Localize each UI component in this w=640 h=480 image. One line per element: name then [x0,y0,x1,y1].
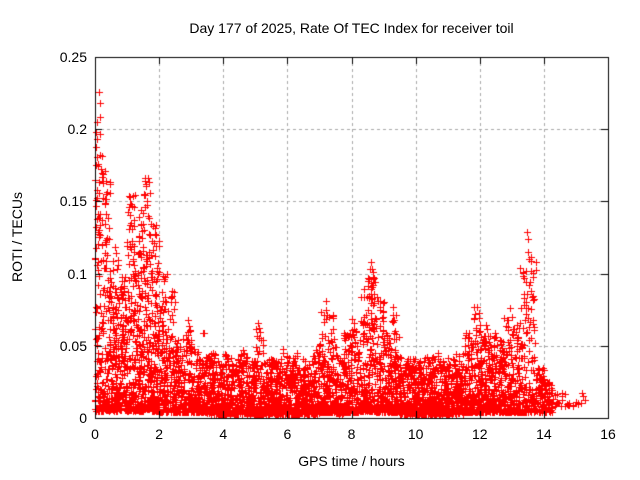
x-axis-label: GPS time / hours [298,453,405,469]
y-tick-label: 0.1 [67,265,87,282]
chart-title: Day 177 of 2025, Rate Of TEC Index for r… [189,20,514,36]
x-tick-label: 0 [91,426,99,442]
y-tick-label: 0 [79,410,87,426]
y-tick-label: 0.05 [59,337,87,354]
x-tick-label: 4 [219,426,228,442]
x-tick-label: 12 [471,426,488,442]
x-tick-label: 8 [347,426,356,442]
x-tick-label: 10 [407,426,424,442]
x-tick-label: 6 [283,426,292,442]
x-tick-label: 14 [536,426,552,442]
x-tick-label: 16 [600,426,616,442]
x-tick-label: 2 [155,426,164,442]
y-tick-label: 0.2 [67,121,87,138]
y-tick-label: 0.25 [59,49,87,65]
y-axis-label-text: ROTI / TECUs [9,192,25,282]
y-tick-label: 0.15 [59,193,87,210]
